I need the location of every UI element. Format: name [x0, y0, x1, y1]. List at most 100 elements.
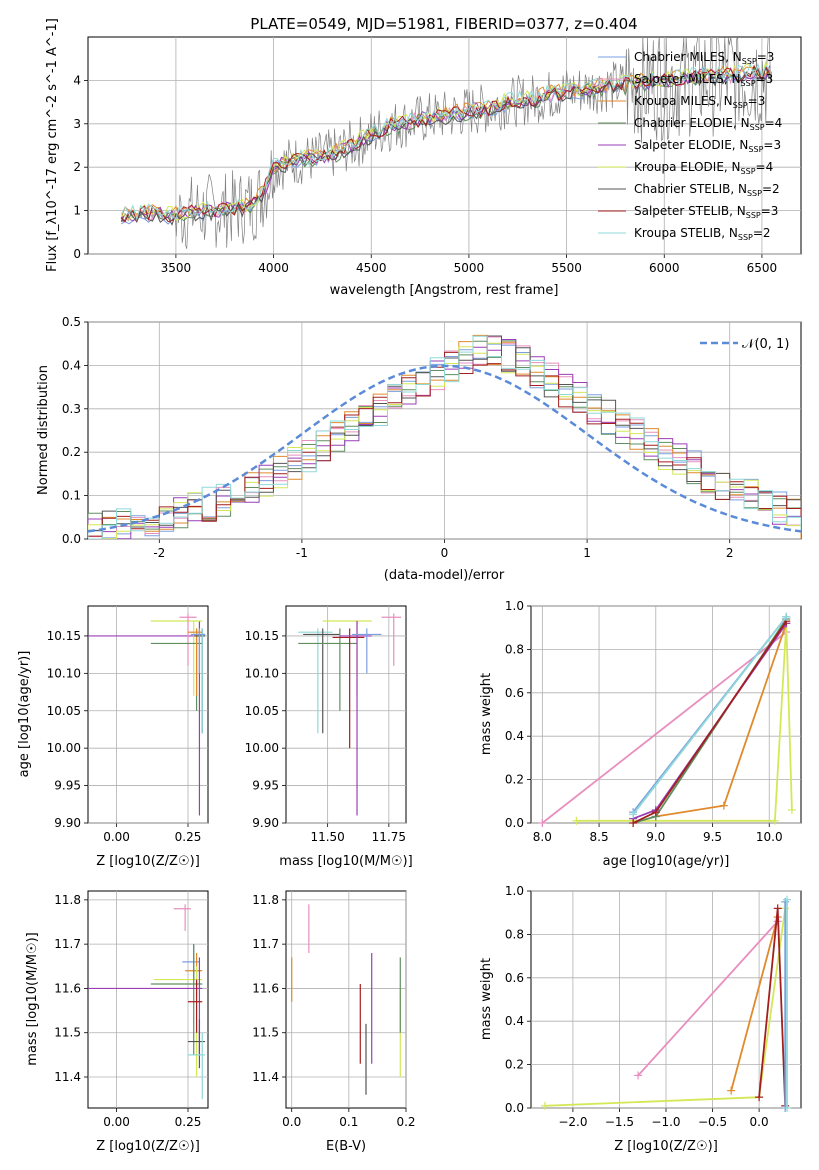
spectrum-legend-label: Chabrier MILES, NSSP=3: [634, 50, 774, 66]
residuals-ytick-label: 0.0: [62, 532, 81, 546]
residuals-histogram: [88, 335, 801, 539]
weight-vs-z-ytick-label: 0.0: [505, 1101, 524, 1115]
age-vs-z-ytick-label: 10.15: [47, 629, 81, 643]
spectrum-xtick-label: 3500: [161, 261, 192, 275]
age-vs-z-ytick-label: 9.95: [54, 779, 81, 793]
spectrum-legend-label: Salpeter MILES, NSSP=3: [634, 72, 773, 88]
normal-legend-label: 𝒩(0, 1): [742, 337, 789, 352]
age-vs-z-ytick-label: 10.05: [47, 704, 81, 718]
weight-vs-age-xtick-label: 9.5: [703, 830, 722, 844]
mass-vs-ebv-ytick-label: 11.4: [252, 1070, 279, 1084]
spectrum-xtick-label: 4000: [258, 261, 289, 275]
weight-vs-z-xtick-label: −0.5: [698, 1115, 727, 1129]
spectrum-legend-label: Chabrier STELIB, NSSP=2: [634, 182, 780, 198]
weight-vs-z-xtick-label: −2.0: [558, 1115, 587, 1129]
age-vs-z-xtick-label: 0.00: [103, 830, 130, 844]
age-vs-mass-xtick-label: 11.50: [310, 830, 344, 844]
spectrum-ytick-label: 2: [73, 160, 81, 174]
weight-vs-z-ytick-label: 0.8: [505, 927, 524, 941]
weight-vs-z-series-line: [730, 916, 779, 1091]
weight-vs-age-ytick-label: 0.8: [505, 642, 524, 656]
spectrum-legend-label: Salpeter STELIB, NSSP=3: [634, 204, 778, 220]
age-vs-z-ytick-label: 10.10: [47, 666, 81, 680]
spectrum-xlabel: wavelength [Angstrom, rest frame]: [330, 283, 559, 298]
spectrum-legend-label: Kroupa MILES, NSSP=3: [634, 94, 765, 110]
mass-vs-z-ytick-label: 11.4: [54, 1070, 81, 1084]
weight-vs-z-ytick-label: 0.6: [505, 971, 524, 985]
weight-vs-z-panel: −2.0 −1.5 −1.0 −0.5 0.0 0.0 0.2 0.4 0.6 0.8 1.0 Z …: [479, 884, 802, 1154]
mass-vs-ebv-panel: 0.0 0.1 0.2 11.4 11.5 11.6 11.7 11.8 E(B-V): [252, 890, 416, 1154]
spectrum-lines: [120, 37, 773, 249]
spectrum-xtick-label: 6500: [747, 261, 778, 275]
weight-vs-age-series-line: [632, 616, 788, 815]
age-vs-z-ytick-label: 9.90: [54, 816, 81, 830]
spectrum-ytick-label: 1: [73, 204, 81, 218]
spectrum-model-line: [120, 66, 771, 223]
age-vs-mass-xlabel: mass [log10(M/M☉)]: [279, 854, 412, 869]
weight-vs-z-ytick-label: 0.4: [505, 1014, 524, 1028]
age-vs-mass-ytick-label: 9.90: [252, 816, 279, 830]
age-vs-z-panel: 0.00 0.25 9.90 9.95 10.00 10.05 10.10 10.15 Z […: [17, 605, 209, 869]
residuals-xtick-label: -2: [153, 546, 165, 560]
age-vs-z-xtick-label: 0.25: [175, 830, 202, 844]
mass-vs-z-ylabel: mass [log10(M/M☉)]: [25, 932, 40, 1065]
mass-vs-z-ytick-label: 11.6: [54, 981, 81, 995]
weight-vs-age-xtick-label: 8.5: [590, 830, 609, 844]
mass-vs-ebv-xtick-label: 0.2: [396, 1115, 415, 1129]
mass-vs-ebv-xlabel: E(B-V): [326, 1139, 366, 1154]
mass-vs-ebv-xtick-label: 0.0: [282, 1115, 301, 1129]
spectrum-legend-label: Kroupa STELIB, NSSP=2: [634, 226, 771, 242]
weight-vs-age-ytick-label: 0.4: [505, 729, 524, 743]
weight-vs-z-xtick-label: 0.0: [750, 1115, 769, 1129]
weight-vs-age-ytick-label: 0.2: [505, 773, 524, 787]
spectrum-ytick-label: 3: [73, 117, 81, 131]
weight-vs-age-ylabel: mass weight: [479, 673, 494, 755]
weight-vs-age-xtick-label: 9.0: [646, 830, 665, 844]
residuals-ytick-label: 0.5: [62, 315, 81, 329]
residuals-xlabel: (data-model)/error: [384, 568, 505, 583]
spectrum-ylabel: Flux [f_λ10^-17 erg cm^-2 s^-1 A^-1]: [45, 18, 60, 272]
mass-vs-ebv-ytick-label: 11.6: [252, 981, 279, 995]
weight-vs-z-xtick-label: −1.5: [605, 1115, 634, 1129]
normal-curve: [88, 364, 801, 533]
mass-vs-z-xlabel: Z [log10(Z/Z☉)]: [96, 1139, 200, 1154]
weight-vs-z-xtick-label: −1.0: [651, 1115, 680, 1129]
figure-title: PLATE=0549, MJD=51981, FIBERID=0377, z=0…: [250, 15, 637, 33]
weight-vs-z-xlabel: Z [log10(Z/Z☉)]: [614, 1139, 718, 1154]
spectrum-legend-label: Chabrier ELODIE, NSSP=4: [634, 116, 782, 132]
weight-vs-z-ylabel: mass weight: [479, 958, 494, 1040]
residuals-ytick-label: 0.2: [62, 445, 81, 459]
weight-vs-age-panel: 8.0 8.5 9.0 9.5 10.0 0.0 0.2 0.4 0.6 0.8 1.0 age […: [479, 599, 802, 869]
spectrum-model-line: [120, 60, 771, 221]
weight-vs-age-xlabel: age [log10(age/yr)]: [603, 854, 730, 869]
age-vs-mass-ytick-label: 10.10: [245, 666, 279, 680]
residuals-ytick-label: 0.3: [62, 402, 81, 416]
age-vs-mass-xtick-label: 11.75: [372, 830, 406, 844]
mass-vs-z-xtick-label: 0.25: [175, 1115, 202, 1129]
residuals-ylabel: Normed distribution: [36, 365, 51, 495]
weight-vs-age-ytick-label: 1.0: [505, 599, 524, 613]
spectrum-ytick-label: 0: [73, 247, 81, 261]
spectrum-model-line: [121, 66, 771, 226]
age-vs-z-ytick-label: 10.00: [47, 741, 81, 755]
age-vs-mass-ytick-label: 10.15: [245, 629, 279, 643]
weight-vs-age-xtick-label: 8.0: [533, 830, 552, 844]
spectrum-xtick-label: 5500: [551, 261, 582, 275]
residuals-panel: -2 -1 0 1 2 0.0 0.1 0.2 0.3 0.4 0.5 𝒩(0, 1) (data-…: [36, 315, 802, 583]
spectrum-panel: 3500 4000 4500 5000 5500 6000 6500 0 1 2 3 4 Chabri…: [45, 18, 802, 298]
spectrum-xtick-label: 4500: [356, 261, 387, 275]
weight-vs-z-series-line: [544, 908, 787, 1107]
spectrum-xtick-label: 5000: [454, 261, 485, 275]
weight-vs-age-series-line: [576, 623, 793, 822]
age-vs-mass-panel: 11.50 11.75 9.90 9.95 10.00 10.05 10.10 10.15 m…: [245, 605, 413, 869]
age-vs-z-ylabel: age [log10(age/yr)]: [17, 651, 32, 778]
spectrum-legend-label: Salpeter ELODIE, NSSP=3: [634, 138, 781, 154]
residuals-ytick-label: 0.4: [62, 358, 81, 372]
spectrum-model-line: [120, 62, 771, 222]
mass-vs-z-ytick-label: 11.8: [54, 893, 81, 907]
residuals-xtick-label: -1: [296, 546, 308, 560]
weight-vs-z-series-line: [637, 920, 779, 1077]
mass-vs-ebv-xtick-label: 0.1: [339, 1115, 358, 1129]
residuals-xtick-label: 0: [441, 546, 449, 560]
